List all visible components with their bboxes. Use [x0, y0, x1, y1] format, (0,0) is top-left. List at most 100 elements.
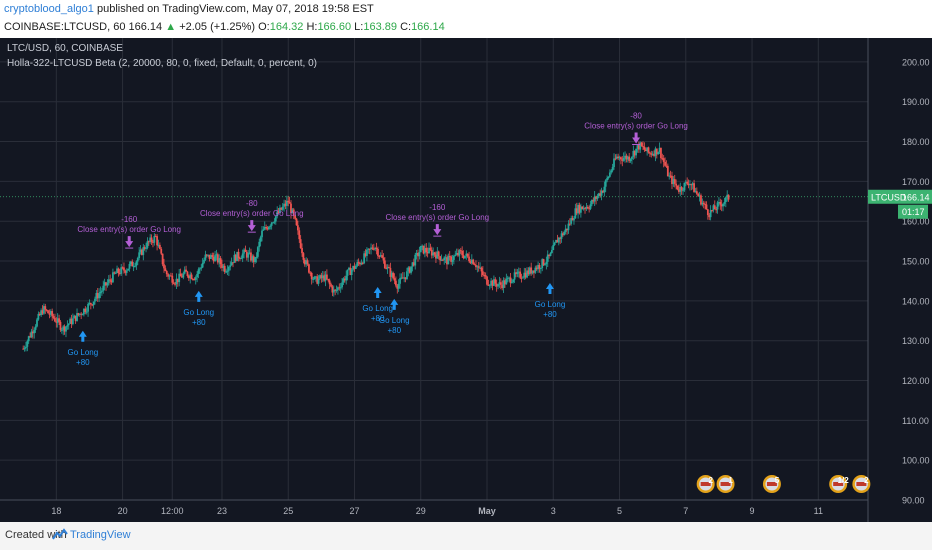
candle-body: [274, 216, 277, 222]
publish-text: published on TradingView.com, May 07, 20…: [96, 3, 374, 15]
event-flag-icon[interactable]: 2: [852, 475, 871, 493]
candle-body: [132, 266, 135, 268]
candle-body: [26, 341, 29, 347]
candle-body: [330, 284, 332, 287]
event-count: 5: [775, 476, 780, 485]
tradingview-link[interactable]: TradingView: [70, 529, 131, 541]
candle-body: [175, 278, 178, 285]
candle-body: [724, 197, 727, 202]
candle-body: [153, 236, 156, 243]
candle-body: [567, 223, 570, 231]
candle-body: [635, 148, 637, 156]
event-count: 2: [708, 476, 713, 485]
candle-body: [134, 265, 136, 267]
event-flag-icon[interactable]: 1: [716, 475, 735, 493]
candle-body: [679, 187, 682, 192]
candle-body: [509, 277, 512, 284]
candle-body: [247, 253, 250, 258]
candle-body: [604, 180, 607, 187]
candle-body: [306, 260, 309, 265]
event-flag-icon[interactable]: 2: [696, 475, 715, 493]
candle-body: [573, 218, 575, 221]
candle-body: [488, 285, 491, 287]
up-arrow-icon: ▲: [165, 21, 177, 33]
close-label: C:: [400, 21, 412, 33]
candle-body: [457, 252, 459, 256]
candle-body: [494, 279, 497, 284]
candle-body: [51, 311, 54, 317]
candle-body: [706, 209, 709, 216]
candle-body: [602, 190, 604, 193]
candle-body: [644, 149, 647, 152]
candle-body: [196, 273, 199, 278]
x-tick-label: 25: [283, 506, 293, 516]
candle-body: [342, 278, 345, 283]
candle-body: [179, 273, 182, 277]
x-tick-label: 7: [683, 506, 688, 516]
exit-arrow-icon: [125, 236, 134, 248]
candle-body: [617, 156, 620, 159]
candle-body: [194, 277, 197, 280]
candle-body: [499, 282, 502, 285]
candle-body: [520, 277, 523, 279]
candle-body: [187, 275, 190, 279]
exit-arrow-icon: [247, 220, 256, 232]
candle-body: [338, 287, 341, 289]
candle-body: [447, 256, 450, 265]
candle-body: [270, 222, 273, 226]
candle-body: [284, 203, 287, 206]
candle-body: [136, 258, 139, 262]
candle-body: [310, 272, 313, 280]
candle-body: [372, 248, 375, 250]
chart-area[interactable]: Go Long +80 Go Long +80 Go Long +80 Go Long +80…: [0, 38, 932, 522]
candle-body: [288, 202, 291, 204]
time-axis[interactable]: 18 20 12:00 23 25 27 29 May 3 5 7 9 11: [0, 499, 868, 516]
candle-body: [81, 314, 84, 316]
candle-body: [167, 274, 170, 277]
candle-body: [495, 283, 498, 287]
candle-body: [296, 225, 299, 231]
candle-body: [479, 267, 482, 269]
candle-body: [615, 156, 618, 159]
candle-body: [60, 329, 63, 331]
candle-body: [454, 254, 457, 256]
candle-body: [480, 267, 483, 272]
candle-body: [287, 200, 290, 203]
candle-body: [513, 272, 516, 280]
candle-body: [67, 323, 70, 326]
candle-body: [636, 145, 639, 149]
candle-body: [141, 249, 143, 255]
candle-body: [205, 254, 208, 256]
candle-body: [446, 257, 448, 265]
candle-body: [298, 230, 301, 240]
event-flag-icon[interactable]: 5: [762, 475, 781, 493]
candle-body: [595, 196, 597, 199]
candle-body: [727, 194, 730, 200]
candle-body: [406, 271, 408, 280]
event-count: 2: [864, 476, 869, 485]
author-link[interactable]: cryptoblood_algo1: [4, 3, 94, 15]
candle-body: [395, 280, 397, 286]
candle-body: [433, 252, 436, 255]
candle-body: [234, 254, 237, 262]
candle-body: [152, 241, 154, 243]
candle-body: [608, 172, 611, 177]
candle-body: [510, 282, 513, 284]
candle-body: [83, 308, 85, 315]
candle-body: [291, 209, 294, 214]
low-label: L:: [354, 21, 364, 33]
candle-body: [568, 223, 571, 225]
candle-body: [689, 184, 691, 186]
event-flag-icon[interactable]: 1/2: [829, 475, 849, 493]
candle-body: [331, 286, 334, 293]
y-tick-label: 100.00: [902, 456, 930, 466]
candle-body: [292, 209, 295, 216]
event-markers[interactable]: 2 1 5 1/2 2: [696, 475, 871, 493]
candle-body: [197, 269, 200, 274]
candle-body: [193, 279, 196, 281]
candle-body: [332, 289, 335, 293]
candle-body: [88, 302, 91, 304]
candle-body: [658, 147, 661, 153]
price-axis[interactable]: 200.00190.00180.00170.00160.00150.00140.…: [0, 38, 932, 522]
